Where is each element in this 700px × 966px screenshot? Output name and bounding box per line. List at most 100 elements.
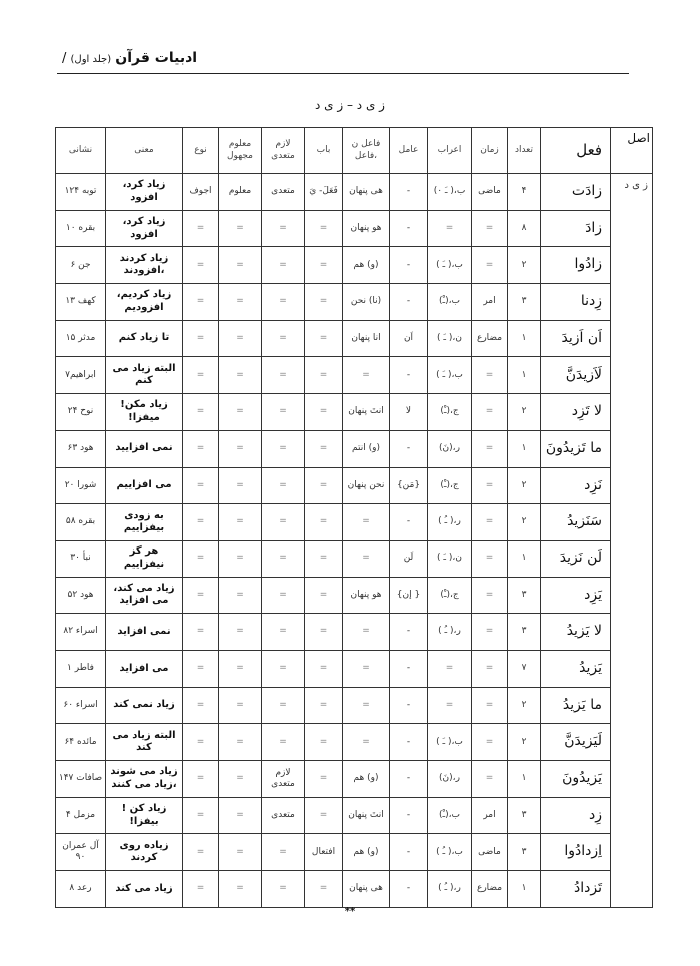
type-cell: = — [182, 649, 219, 688]
tense-cell: = — [471, 429, 508, 468]
tense-cell: = — [471, 686, 508, 725]
meaning-cell: به زودی بیفزاییم — [105, 503, 183, 541]
table-row: زِد ۳ امر ب،(ـْ) - انتَ پنهان = متعدی = = زیاد کن … — [55, 796, 653, 835]
fael-cell: هی پنهان — [342, 870, 390, 908]
fael-cell: (و) هم — [342, 833, 390, 872]
tense-cell: ماضی — [471, 833, 508, 872]
verb-cell: زِدنا — [540, 283, 611, 321]
meaning-cell: البته زیاد می کند — [105, 723, 183, 761]
meaning-cell: زیاد می کند — [105, 870, 183, 908]
irab-cell: ر،( ـُ ) — [427, 503, 472, 541]
table-row: لا تَزِد ۲ = ج،(ـْ) لا انتَ پنهان = = = = زیاد مکن… — [55, 393, 653, 431]
bab-cell: = — [304, 613, 343, 651]
tense-cell: = — [471, 503, 508, 541]
meaning-cell: می افزاییم — [105, 466, 183, 505]
bab-cell: = — [304, 356, 343, 395]
verb-cell: اَن اَزیدَ — [540, 319, 611, 358]
header-meaning: معنی — [105, 127, 183, 174]
ref-cell: ابراهیم۷ — [55, 356, 106, 395]
page-footer: ** — [344, 906, 356, 917]
malum-cell: = — [218, 796, 262, 835]
header-type: نوع — [182, 127, 219, 174]
tense-cell: = — [471, 613, 508, 651]
type-cell: = — [182, 576, 219, 615]
bab-cell: = — [304, 796, 343, 835]
count-cell: ۳ — [507, 576, 541, 615]
lazem-cell: = — [261, 870, 305, 908]
ref-cell: کهف ۱۳ — [55, 283, 106, 321]
count-cell: ۲ — [507, 503, 541, 541]
type-cell: = — [182, 393, 219, 431]
meaning-cell: زیاد کن !بیفزا! — [105, 796, 183, 835]
verb-cell: لَیَزیدَنَّ — [540, 723, 611, 761]
amil-cell: - — [389, 796, 428, 835]
ref-cell: فاطر ۱ — [55, 649, 106, 688]
count-cell: ۳ — [507, 283, 541, 321]
bab-cell: = — [304, 723, 343, 761]
irab-cell: = — [427, 686, 472, 725]
amil-cell: - — [389, 209, 428, 248]
verb-cell: زادَت — [540, 173, 611, 211]
table-row: ز ی د زادَت ۴ ماضی ب،( ـَ ۰) - هی پنهان فَعَلَ-… — [55, 173, 653, 908]
type-cell: = — [182, 503, 219, 541]
fael-cell: = — [342, 613, 390, 651]
bab-cell: = — [304, 319, 343, 358]
type-cell: = — [182, 246, 219, 285]
count-cell: ۳ — [507, 613, 541, 651]
table-row: اَن اَزیدَ ۱ مضارع ن،( ـَ ) اَن انا پنهان = = = =… — [55, 319, 653, 358]
irab-cell: ر،(نَ) — [427, 760, 472, 798]
malum-cell: = — [218, 723, 262, 761]
ref-cell: شورا ۲۰ — [55, 466, 106, 505]
malum-cell: = — [218, 613, 262, 651]
fael-cell: (و) هم — [342, 246, 390, 285]
verb-cell: لا تَزِد — [540, 393, 611, 431]
bab-cell: = — [304, 649, 343, 688]
fael-cell: (و) انتم — [342, 429, 390, 468]
malum-cell: = — [218, 466, 262, 505]
lazem-cell: متعدی — [261, 796, 305, 835]
type-cell: = — [182, 686, 219, 725]
count-cell: ۲ — [507, 686, 541, 725]
ref-cell: آل عمران ۹۰ — [55, 833, 106, 872]
header-root: اصل — [610, 127, 653, 174]
type-cell: = — [182, 539, 219, 578]
ref-cell: توبه ۱۲۴ — [55, 173, 106, 211]
irab-cell: ن،( ـَ ) — [427, 539, 472, 578]
bab-cell: = — [304, 686, 343, 725]
type-cell: = — [182, 870, 219, 908]
type-cell: اجوف — [182, 173, 219, 211]
malum-cell: = — [218, 209, 262, 248]
ref-cell: جن ۶ — [55, 246, 106, 285]
count-cell: ۱ — [507, 356, 541, 395]
irab-cell: ج،(ـْ) — [427, 576, 472, 615]
header-lazem: لازم متعدی — [261, 127, 305, 174]
table-row: یَزِد ۳ = ج،(ـْ){ إن} هو پنهان = = = = زیاد می کن… — [55, 576, 653, 615]
amil-cell: - — [389, 283, 428, 321]
amil-cell: - — [389, 723, 428, 761]
irab-cell: ب،( ـُ ) — [427, 833, 472, 872]
verb-cell: نَزِد — [540, 466, 611, 505]
bab-cell: = — [304, 246, 343, 285]
ref-cell: نوح ۲۴ — [55, 393, 106, 431]
count-cell: ۲ — [507, 246, 541, 285]
bab-cell: = — [304, 466, 343, 505]
count-cell: ۱ — [507, 319, 541, 358]
verb-table: اصل فعل تعداد زمان اعراب عامل فاعل ن ،فا… — [55, 127, 653, 908]
table-row: سَنَزیدُ ۲ = ر،( ـُ ) - = = = = = به زودی بیفزاییم… — [55, 503, 653, 541]
header-malum: معلوم مجهول — [218, 127, 262, 174]
meaning-cell: نمی افزاید — [105, 613, 183, 651]
ref-cell: هود ۵۲ — [55, 576, 106, 615]
irab-cell: ب،( ـَ ) — [427, 723, 472, 761]
type-cell: = — [182, 319, 219, 358]
ref-cell: بقره ۱۰ — [55, 209, 106, 248]
table-row: یَزیدُ ۷ = = - = = = = = می افزاید فاطر ۱ — [55, 649, 653, 688]
bab-cell: = — [304, 870, 343, 908]
amil-cell: - — [389, 503, 428, 541]
malum-cell: = — [218, 393, 262, 431]
table-row: لَاَزیدَنَّ ۱ = ب،( ـَ ) - = = = = = البته زیاد می… — [55, 356, 653, 395]
header-fael: فاعل ن ،فاعل — [342, 127, 390, 174]
fael-cell: انتَ پنهان — [342, 393, 390, 431]
meaning-cell: زیاد می کند، می افزاید — [105, 576, 183, 615]
lazem-cell: = — [261, 466, 305, 505]
amil-cell: - — [389, 833, 428, 872]
